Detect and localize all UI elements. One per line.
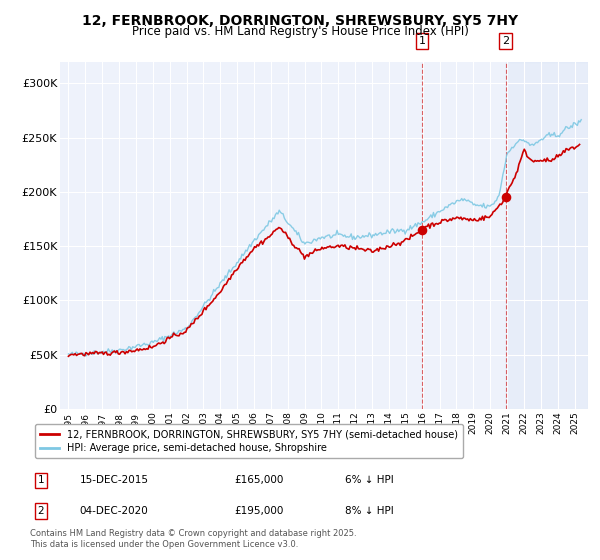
Text: 04-DEC-2020: 04-DEC-2020: [80, 506, 148, 516]
Text: 1: 1: [38, 475, 44, 485]
Legend: 12, FERNBROOK, DORRINGTON, SHREWSBURY, SY5 7HY (semi-detached house), HPI: Avera: 12, FERNBROOK, DORRINGTON, SHREWSBURY, S…: [35, 424, 463, 458]
Text: Contains HM Land Registry data © Crown copyright and database right 2025.
This d: Contains HM Land Registry data © Crown c…: [30, 529, 356, 549]
Point: [417, 225, 427, 234]
Text: 2: 2: [38, 506, 44, 516]
Bar: [506, 62, 588, 409]
Text: £165,000: £165,000: [234, 475, 284, 485]
Text: 12, FERNBROOK, DORRINGTON, SHREWSBURY, SY5 7HY: 12, FERNBROOK, DORRINGTON, SHREWSBURY, S…: [82, 14, 518, 28]
Text: 8% ↓ HPI: 8% ↓ HPI: [344, 506, 394, 516]
Text: 15-DEC-2015: 15-DEC-2015: [80, 475, 149, 485]
Text: 2: 2: [502, 36, 509, 46]
Text: 1: 1: [419, 36, 425, 46]
Text: £195,000: £195,000: [234, 506, 284, 516]
Text: 6% ↓ HPI: 6% ↓ HPI: [344, 475, 394, 485]
Point: [501, 193, 511, 202]
Text: Price paid vs. HM Land Registry's House Price Index (HPI): Price paid vs. HM Land Registry's House …: [131, 25, 469, 38]
